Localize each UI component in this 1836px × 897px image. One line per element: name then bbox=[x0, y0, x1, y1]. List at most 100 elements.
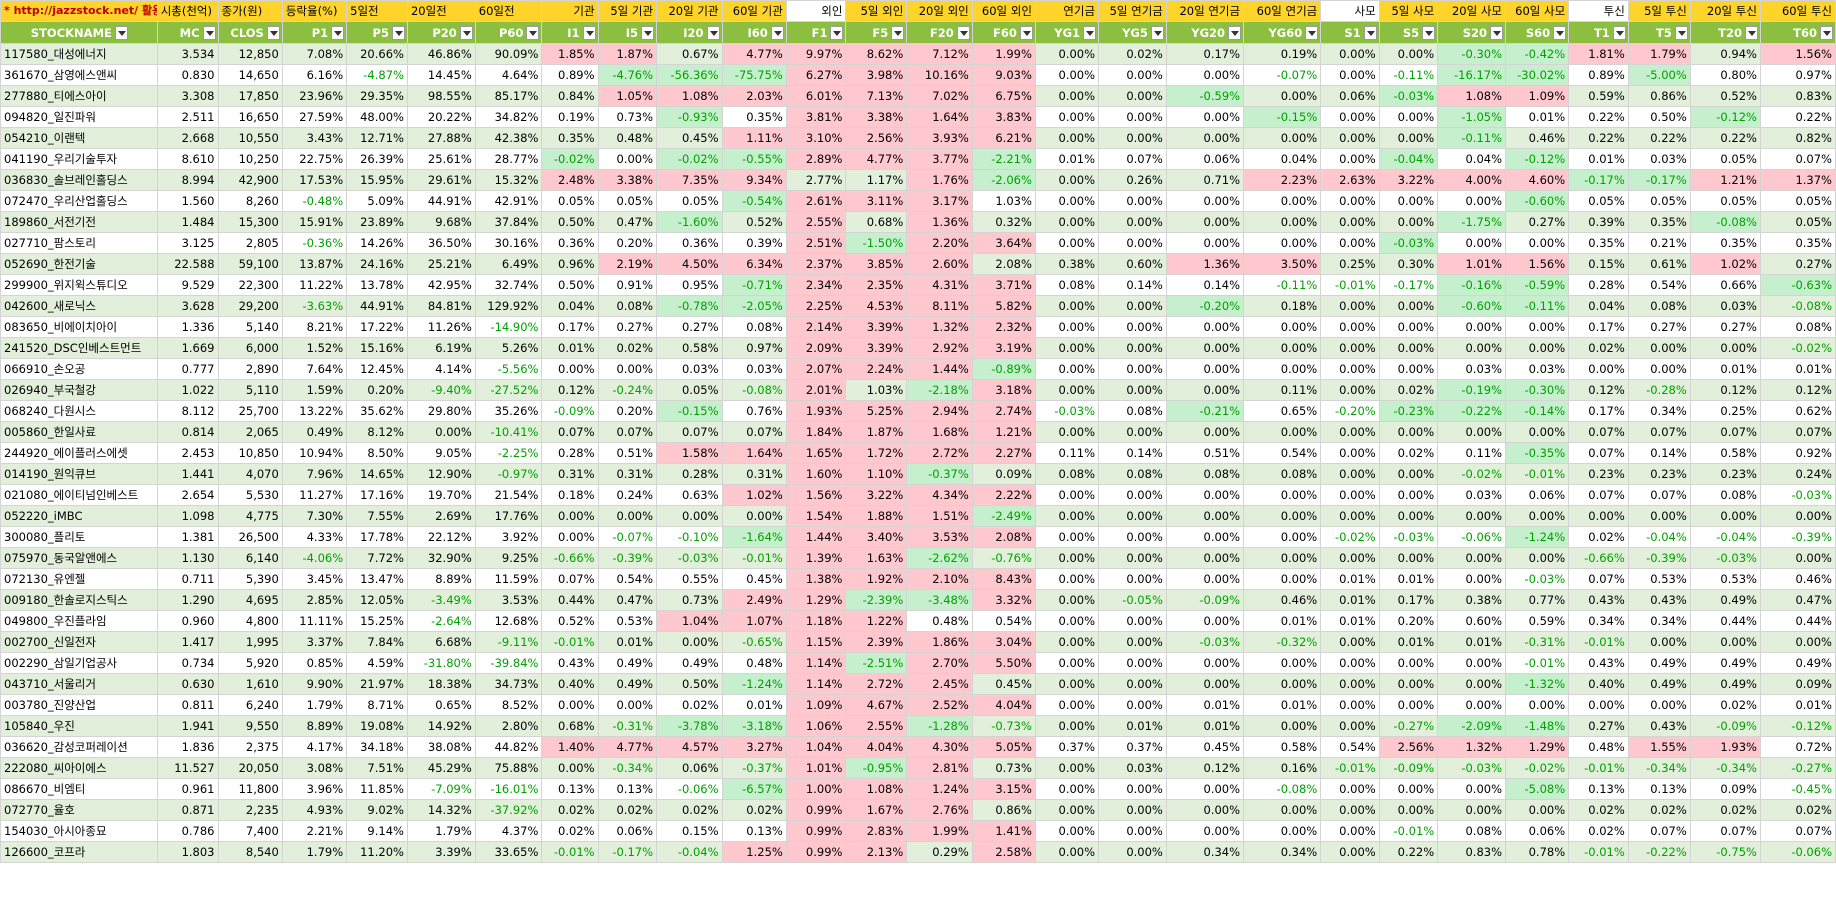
data-cell[interactable]: -0.01% bbox=[1320, 756, 1380, 779]
data-cell[interactable]: 0.27% bbox=[1627, 315, 1691, 338]
data-cell[interactable]: 2.80% bbox=[474, 714, 543, 737]
data-cell[interactable]: 6.19% bbox=[406, 336, 476, 359]
data-cell[interactable]: 0.01% bbox=[1243, 693, 1322, 716]
table-row[interactable]: 117580_대성에너지 3.534 12,850 7.08% 20.66% 46.86%… bbox=[0, 42, 1836, 65]
data-cell[interactable]: 1.84% bbox=[785, 420, 847, 443]
data-cell[interactable]: 29.80% bbox=[406, 399, 476, 422]
data-cell[interactable]: 0.32% bbox=[971, 210, 1036, 233]
data-cell[interactable]: 0.00% bbox=[1098, 189, 1167, 212]
data-cell[interactable]: 9.25% bbox=[474, 546, 543, 569]
data-cell[interactable]: 0.00% bbox=[1437, 651, 1507, 674]
data-cell[interactable]: 0.11% bbox=[1243, 378, 1322, 401]
data-cell[interactable]: 0.00% bbox=[1320, 483, 1380, 506]
data-cell[interactable]: 34.82% bbox=[474, 105, 543, 128]
data-cell[interactable]: 3.38% bbox=[597, 168, 658, 191]
data-cell[interactable]: 59,100 bbox=[217, 252, 283, 275]
data-cell[interactable]: 0.03% bbox=[1437, 357, 1507, 380]
data-cell[interactable]: 7.51% bbox=[346, 756, 408, 779]
data-cell[interactable]: 2.20% bbox=[906, 231, 973, 254]
data-cell[interactable]: 1.941 bbox=[156, 714, 219, 737]
data-cell[interactable]: 24.16% bbox=[346, 252, 408, 275]
data-cell[interactable]: 0.49% bbox=[1759, 651, 1836, 674]
data-cell[interactable]: 0.00% bbox=[1320, 357, 1380, 380]
data-cell[interactable]: 38.08% bbox=[406, 735, 476, 758]
data-cell[interactable]: 0.02% bbox=[1378, 378, 1439, 401]
data-cell[interactable]: 0.00% bbox=[1320, 315, 1380, 338]
data-cell[interactable]: 3.15% bbox=[971, 777, 1036, 800]
data-cell[interactable]: 0.00% bbox=[1165, 819, 1245, 842]
data-cell[interactable]: 0.00% bbox=[1165, 210, 1245, 233]
group-header-cell[interactable]: 5일 기관 bbox=[597, 0, 658, 22]
data-cell[interactable]: 0.00% bbox=[1034, 693, 1100, 716]
data-cell[interactable]: 0.01% bbox=[1505, 105, 1570, 128]
data-cell[interactable]: 1.54% bbox=[785, 504, 847, 527]
column-header-s60[interactable]: S60 bbox=[1505, 21, 1570, 44]
data-cell[interactable]: 0.35% bbox=[1689, 231, 1761, 254]
data-cell[interactable]: 1.85% bbox=[541, 42, 599, 65]
data-cell[interactable]: 0.00% bbox=[541, 525, 599, 548]
data-cell[interactable]: 3.39% bbox=[845, 336, 908, 359]
data-cell[interactable]: 1.87% bbox=[597, 42, 658, 65]
data-cell[interactable]: 4.77% bbox=[845, 147, 908, 170]
data-cell[interactable]: 2.51% bbox=[785, 231, 847, 254]
data-cell[interactable]: 1.02% bbox=[1689, 252, 1761, 275]
data-cell[interactable]: -0.95% bbox=[845, 756, 908, 779]
data-cell[interactable]: 0.00% bbox=[1243, 126, 1322, 149]
data-cell[interactable]: 0.19% bbox=[541, 105, 599, 128]
data-cell[interactable]: 1.36% bbox=[906, 210, 973, 233]
data-cell[interactable]: 0.21% bbox=[1627, 231, 1691, 254]
data-cell[interactable]: 3.19% bbox=[971, 336, 1036, 359]
data-cell[interactable]: 0.48% bbox=[597, 126, 658, 149]
data-cell[interactable]: -0.22% bbox=[1627, 840, 1691, 863]
filter-dropdown-icon[interactable] bbox=[1612, 25, 1626, 40]
data-cell[interactable]: -0.39% bbox=[597, 546, 658, 569]
data-cell[interactable]: -5.56% bbox=[474, 357, 543, 380]
data-cell[interactable]: 1.40% bbox=[541, 735, 599, 758]
data-cell[interactable]: -0.03% bbox=[1378, 525, 1439, 548]
data-cell[interactable]: 0.00% bbox=[1034, 504, 1100, 527]
data-cell[interactable]: 0.00% bbox=[1378, 357, 1439, 380]
group-header-cell[interactable]: 60일 외인 bbox=[971, 0, 1036, 22]
data-cell[interactable]: 0.37% bbox=[1098, 735, 1167, 758]
filter-dropdown-icon[interactable] bbox=[891, 25, 905, 40]
data-cell[interactable]: 0.00% bbox=[1505, 504, 1570, 527]
group-header-cell[interactable]: 60일전 bbox=[474, 0, 543, 22]
stock-name-cell[interactable]: 005860_한일사료 bbox=[0, 420, 158, 443]
data-cell[interactable]: -10.41% bbox=[474, 420, 543, 443]
stock-name-cell[interactable]: 072130_유엔젤 bbox=[0, 567, 158, 590]
stock-name-cell[interactable]: 036620_감성코퍼레이션 bbox=[0, 735, 158, 758]
data-cell[interactable]: 11.20% bbox=[346, 840, 408, 863]
data-cell[interactable]: -2.21% bbox=[971, 147, 1036, 170]
data-cell[interactable]: -0.01% bbox=[1505, 651, 1570, 674]
table-row[interactable]: 072130_유엔젤 0.711 5,390 3.45% 13.47% 8.89% 11.5… bbox=[0, 567, 1836, 590]
data-cell[interactable]: 0.12% bbox=[1689, 378, 1761, 401]
data-cell[interactable]: 32.90% bbox=[406, 546, 476, 569]
data-cell[interactable]: 30.16% bbox=[474, 231, 543, 254]
stock-name-cell[interactable]: 072470_우리산업홀딩스 bbox=[0, 189, 158, 212]
data-cell[interactable]: 0.00% bbox=[1098, 483, 1167, 506]
data-cell[interactable]: 9.02% bbox=[346, 798, 408, 821]
data-cell[interactable]: 0.14% bbox=[1098, 441, 1167, 464]
stock-name-cell[interactable]: 300080_플리토 bbox=[0, 525, 158, 548]
data-cell[interactable]: -27.52% bbox=[474, 378, 543, 401]
data-cell[interactable]: 0.01% bbox=[1034, 147, 1100, 170]
data-cell[interactable]: 0.54% bbox=[971, 609, 1036, 632]
data-cell[interactable]: 0.00% bbox=[1034, 378, 1100, 401]
data-cell[interactable]: 4.30% bbox=[906, 735, 973, 758]
data-cell[interactable]: -0.22% bbox=[1437, 399, 1507, 422]
table-row[interactable]: 222080_씨아이에스 11.527 20,050 3.08% 7.51% 45.29%… bbox=[0, 756, 1836, 779]
data-cell[interactable]: 3.18% bbox=[971, 378, 1036, 401]
stock-name-cell[interactable]: 043710_서울리거 bbox=[0, 672, 158, 695]
filter-dropdown-icon[interactable] bbox=[1150, 25, 1164, 40]
data-cell[interactable]: 0.00% bbox=[1505, 336, 1570, 359]
data-cell[interactable]: 0.01% bbox=[1759, 357, 1836, 380]
data-cell[interactable]: 0.44% bbox=[1759, 609, 1836, 632]
data-cell[interactable]: 27.59% bbox=[281, 105, 348, 128]
data-cell[interactable]: 0.00% bbox=[1165, 189, 1245, 212]
table-row[interactable]: 189860_서전기전 1.484 15,300 15.91% 23.89% 9.68% 3… bbox=[0, 210, 1836, 233]
data-cell[interactable]: -0.75% bbox=[1689, 840, 1761, 863]
filter-dropdown-icon[interactable] bbox=[1820, 25, 1833, 40]
data-cell[interactable]: -0.23% bbox=[1378, 399, 1439, 422]
data-cell[interactable]: 0.786 bbox=[156, 819, 219, 842]
filter-dropdown-icon[interactable] bbox=[641, 25, 655, 40]
